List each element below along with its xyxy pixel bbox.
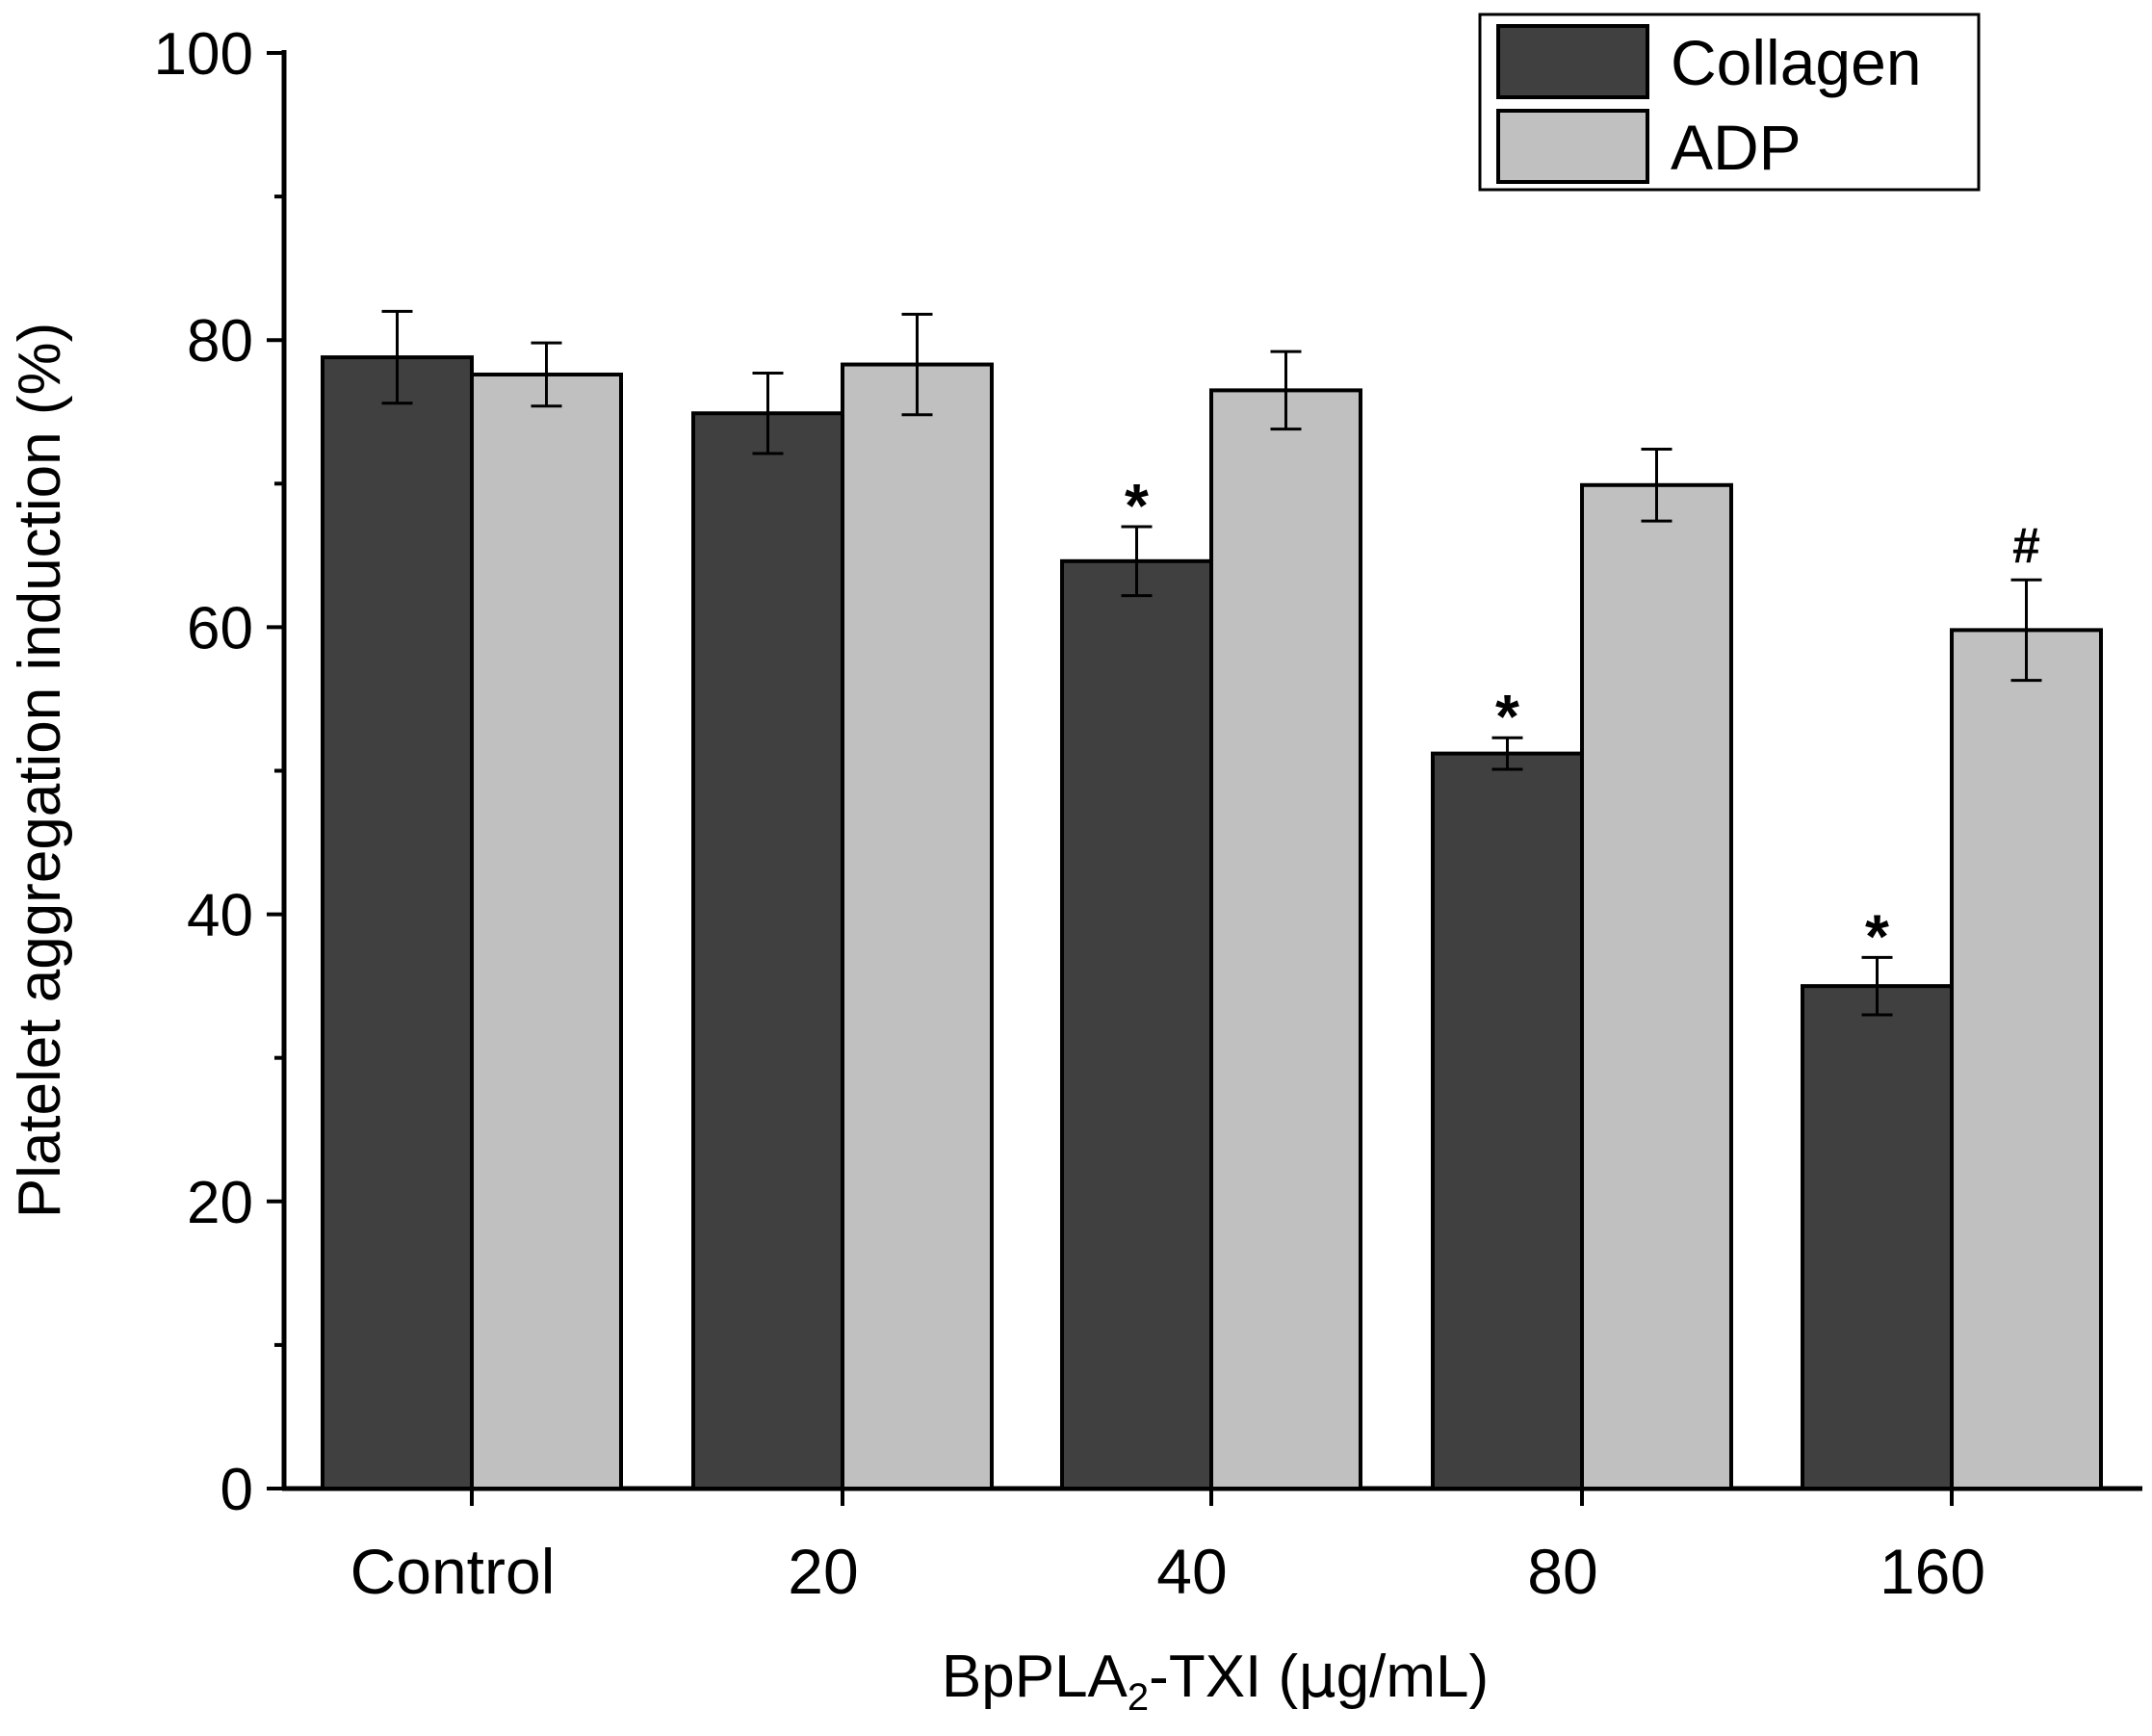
bar-collagen-40	[1060, 558, 1213, 1490]
x-axis-label: BpPLA2-TXI (μg/mL)	[942, 1641, 1489, 1719]
y-tick-label: 60	[187, 595, 253, 661]
bar-collagen-80	[1431, 751, 1584, 1490]
x-axis-label-end: g/mL)	[1336, 1644, 1489, 1710]
significance-annotations: * * * #	[1125, 471, 2040, 971]
significance-mark: *	[1125, 471, 1149, 540]
x-axis-ticks: Control 20 40 80 160	[350, 1489, 1985, 1607]
legend-swatch-collagen	[1496, 24, 1649, 99]
bar-collagen-20	[691, 411, 844, 1491]
x-axis-label-rest: -TXI (	[1149, 1644, 1298, 1710]
bar-adp-20	[841, 362, 994, 1490]
y-axis-ticks: 0 20 40 60 80 100	[154, 21, 284, 1523]
significance-mark: *	[1495, 682, 1519, 751]
x-axis-label-subscript: 2	[1128, 1676, 1149, 1719]
legend-label-collagen: Collagen	[1671, 27, 1922, 98]
legend-swatch-adp	[1496, 109, 1649, 184]
legend: Collagen ADP	[1478, 13, 1981, 192]
y-tick-label: 20	[187, 1170, 253, 1236]
y-tick-label: 40	[187, 883, 253, 949]
error-bars-group	[381, 309, 2042, 1017]
y-tick-label: 100	[154, 21, 253, 88]
y-tick-label: 0	[220, 1457, 253, 1523]
bar-collagen-control	[321, 355, 474, 1490]
x-tick-label: 20	[788, 1536, 858, 1607]
x-tick-label: 40	[1156, 1536, 1227, 1607]
significance-mark: #	[2012, 518, 2040, 574]
bar-adp-160	[1950, 628, 2103, 1490]
bar-collagen-160	[1801, 984, 1954, 1490]
x-axis-label-main: BpPLA	[942, 1644, 1128, 1710]
bar-adp-40	[1209, 388, 1362, 1490]
y-axis-label: Platelet aggregation induction (%)	[7, 323, 73, 1219]
y-tick-label: 80	[187, 308, 253, 375]
bars-group	[321, 355, 2103, 1491]
bar-adp-control	[470, 372, 623, 1490]
x-axis-label-mu: μ	[1298, 1641, 1335, 1711]
significance-mark: *	[1865, 901, 1889, 971]
bar-adp-80	[1580, 482, 1733, 1490]
x-tick-label: 160	[1880, 1536, 1985, 1607]
x-tick-label: 80	[1527, 1536, 1597, 1607]
x-tick-label: Control	[350, 1536, 556, 1607]
legend-label-adp: ADP	[1671, 112, 1802, 183]
